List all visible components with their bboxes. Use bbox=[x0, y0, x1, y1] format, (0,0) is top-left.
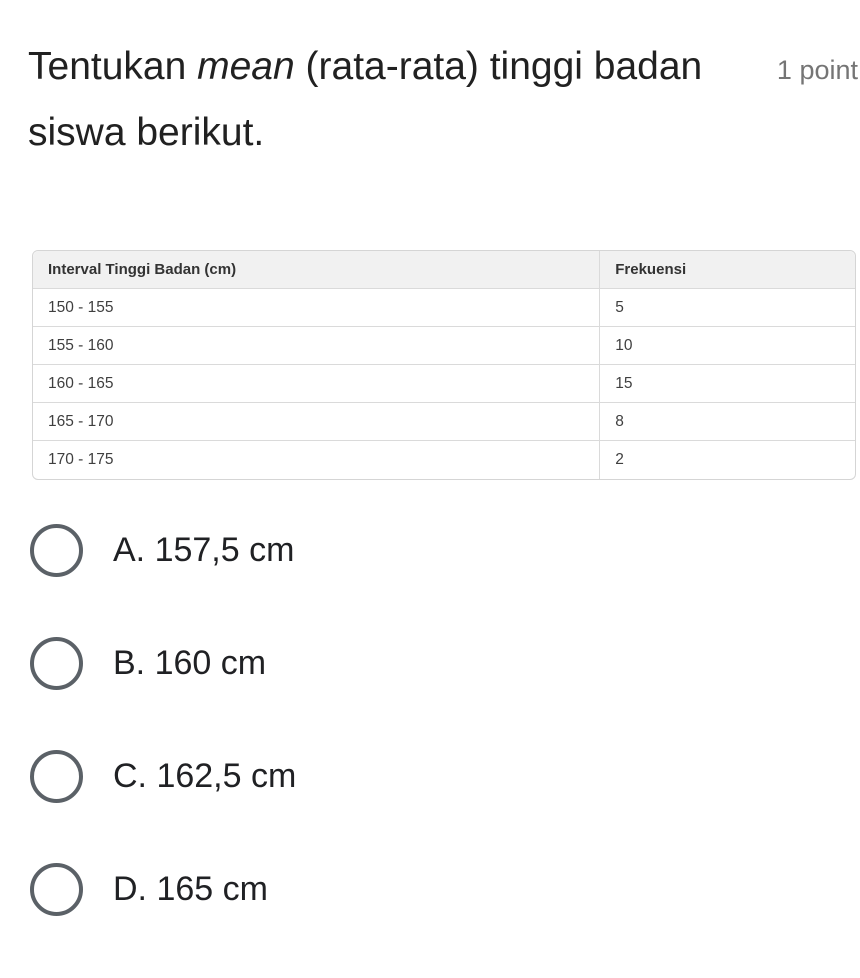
interval-cell: 150 - 155 bbox=[33, 289, 600, 327]
option-b[interactable]: B. 160 cm bbox=[30, 637, 860, 690]
interval-cell: 170 - 175 bbox=[48, 451, 114, 468]
question-title-italic: mean bbox=[197, 45, 295, 88]
question-header: Tentukan mean (rata-rata) tinggi badan s… bbox=[0, 0, 860, 166]
frequency-table: Interval Tinggi Badan (cm) Frekuensi 150… bbox=[32, 250, 856, 480]
interval-cell: 160 - 165 bbox=[33, 365, 600, 403]
option-d[interactable]: D. 165 cm bbox=[30, 863, 860, 916]
table-header-row: Interval Tinggi Badan (cm) Frekuensi bbox=[33, 251, 855, 289]
option-a[interactable]: A. 157,5 cm bbox=[30, 524, 860, 577]
frequency-cell: 8 bbox=[599, 403, 855, 441]
table-row: 160 - 165 15 bbox=[33, 365, 855, 403]
column-header-interval: Interval Tinggi Badan (cm) bbox=[33, 251, 600, 289]
radio-button-icon[interactable] bbox=[30, 863, 83, 916]
frequency-cell: 10 bbox=[599, 327, 855, 365]
interval-cell: 165 - 170 bbox=[33, 403, 600, 441]
radio-button-icon[interactable] bbox=[30, 750, 83, 803]
answer-options: A. 157,5 cm B. 160 cm C. 162,5 cm D. 165… bbox=[30, 524, 860, 916]
table-row: 170 - 175 2 bbox=[33, 441, 855, 479]
column-header-frekuensi: Frekuensi bbox=[599, 251, 855, 289]
interval-cell: 155 - 160 bbox=[33, 327, 600, 365]
question-title-suffix: (rata-rata) tinggi badan siswa berikut. bbox=[28, 45, 703, 154]
option-c[interactable]: C. 162,5 cm bbox=[30, 750, 860, 803]
option-c-label: C. 162,5 cm bbox=[113, 757, 297, 795]
question-title: Tentukan mean (rata-rata) tinggi badan s… bbox=[28, 34, 728, 166]
radio-button-icon[interactable] bbox=[30, 524, 83, 577]
table-row: 155 - 160 10 bbox=[33, 327, 855, 365]
option-a-label: A. 157,5 cm bbox=[113, 531, 295, 569]
frequency-cell: 2 bbox=[599, 441, 855, 479]
frequency-cell: 15 bbox=[599, 365, 855, 403]
points-label: 1 point bbox=[776, 55, 858, 85]
frequency-cell: 5 bbox=[599, 289, 855, 327]
option-b-label: B. 160 cm bbox=[113, 644, 267, 682]
option-d-label: D. 165 cm bbox=[113, 870, 268, 908]
question-title-prefix: Tentukan bbox=[28, 45, 198, 88]
table-row: 150 - 155 5 bbox=[33, 289, 855, 327]
radio-button-icon[interactable] bbox=[30, 637, 83, 690]
table-row: 165 - 170 8 bbox=[33, 403, 855, 441]
